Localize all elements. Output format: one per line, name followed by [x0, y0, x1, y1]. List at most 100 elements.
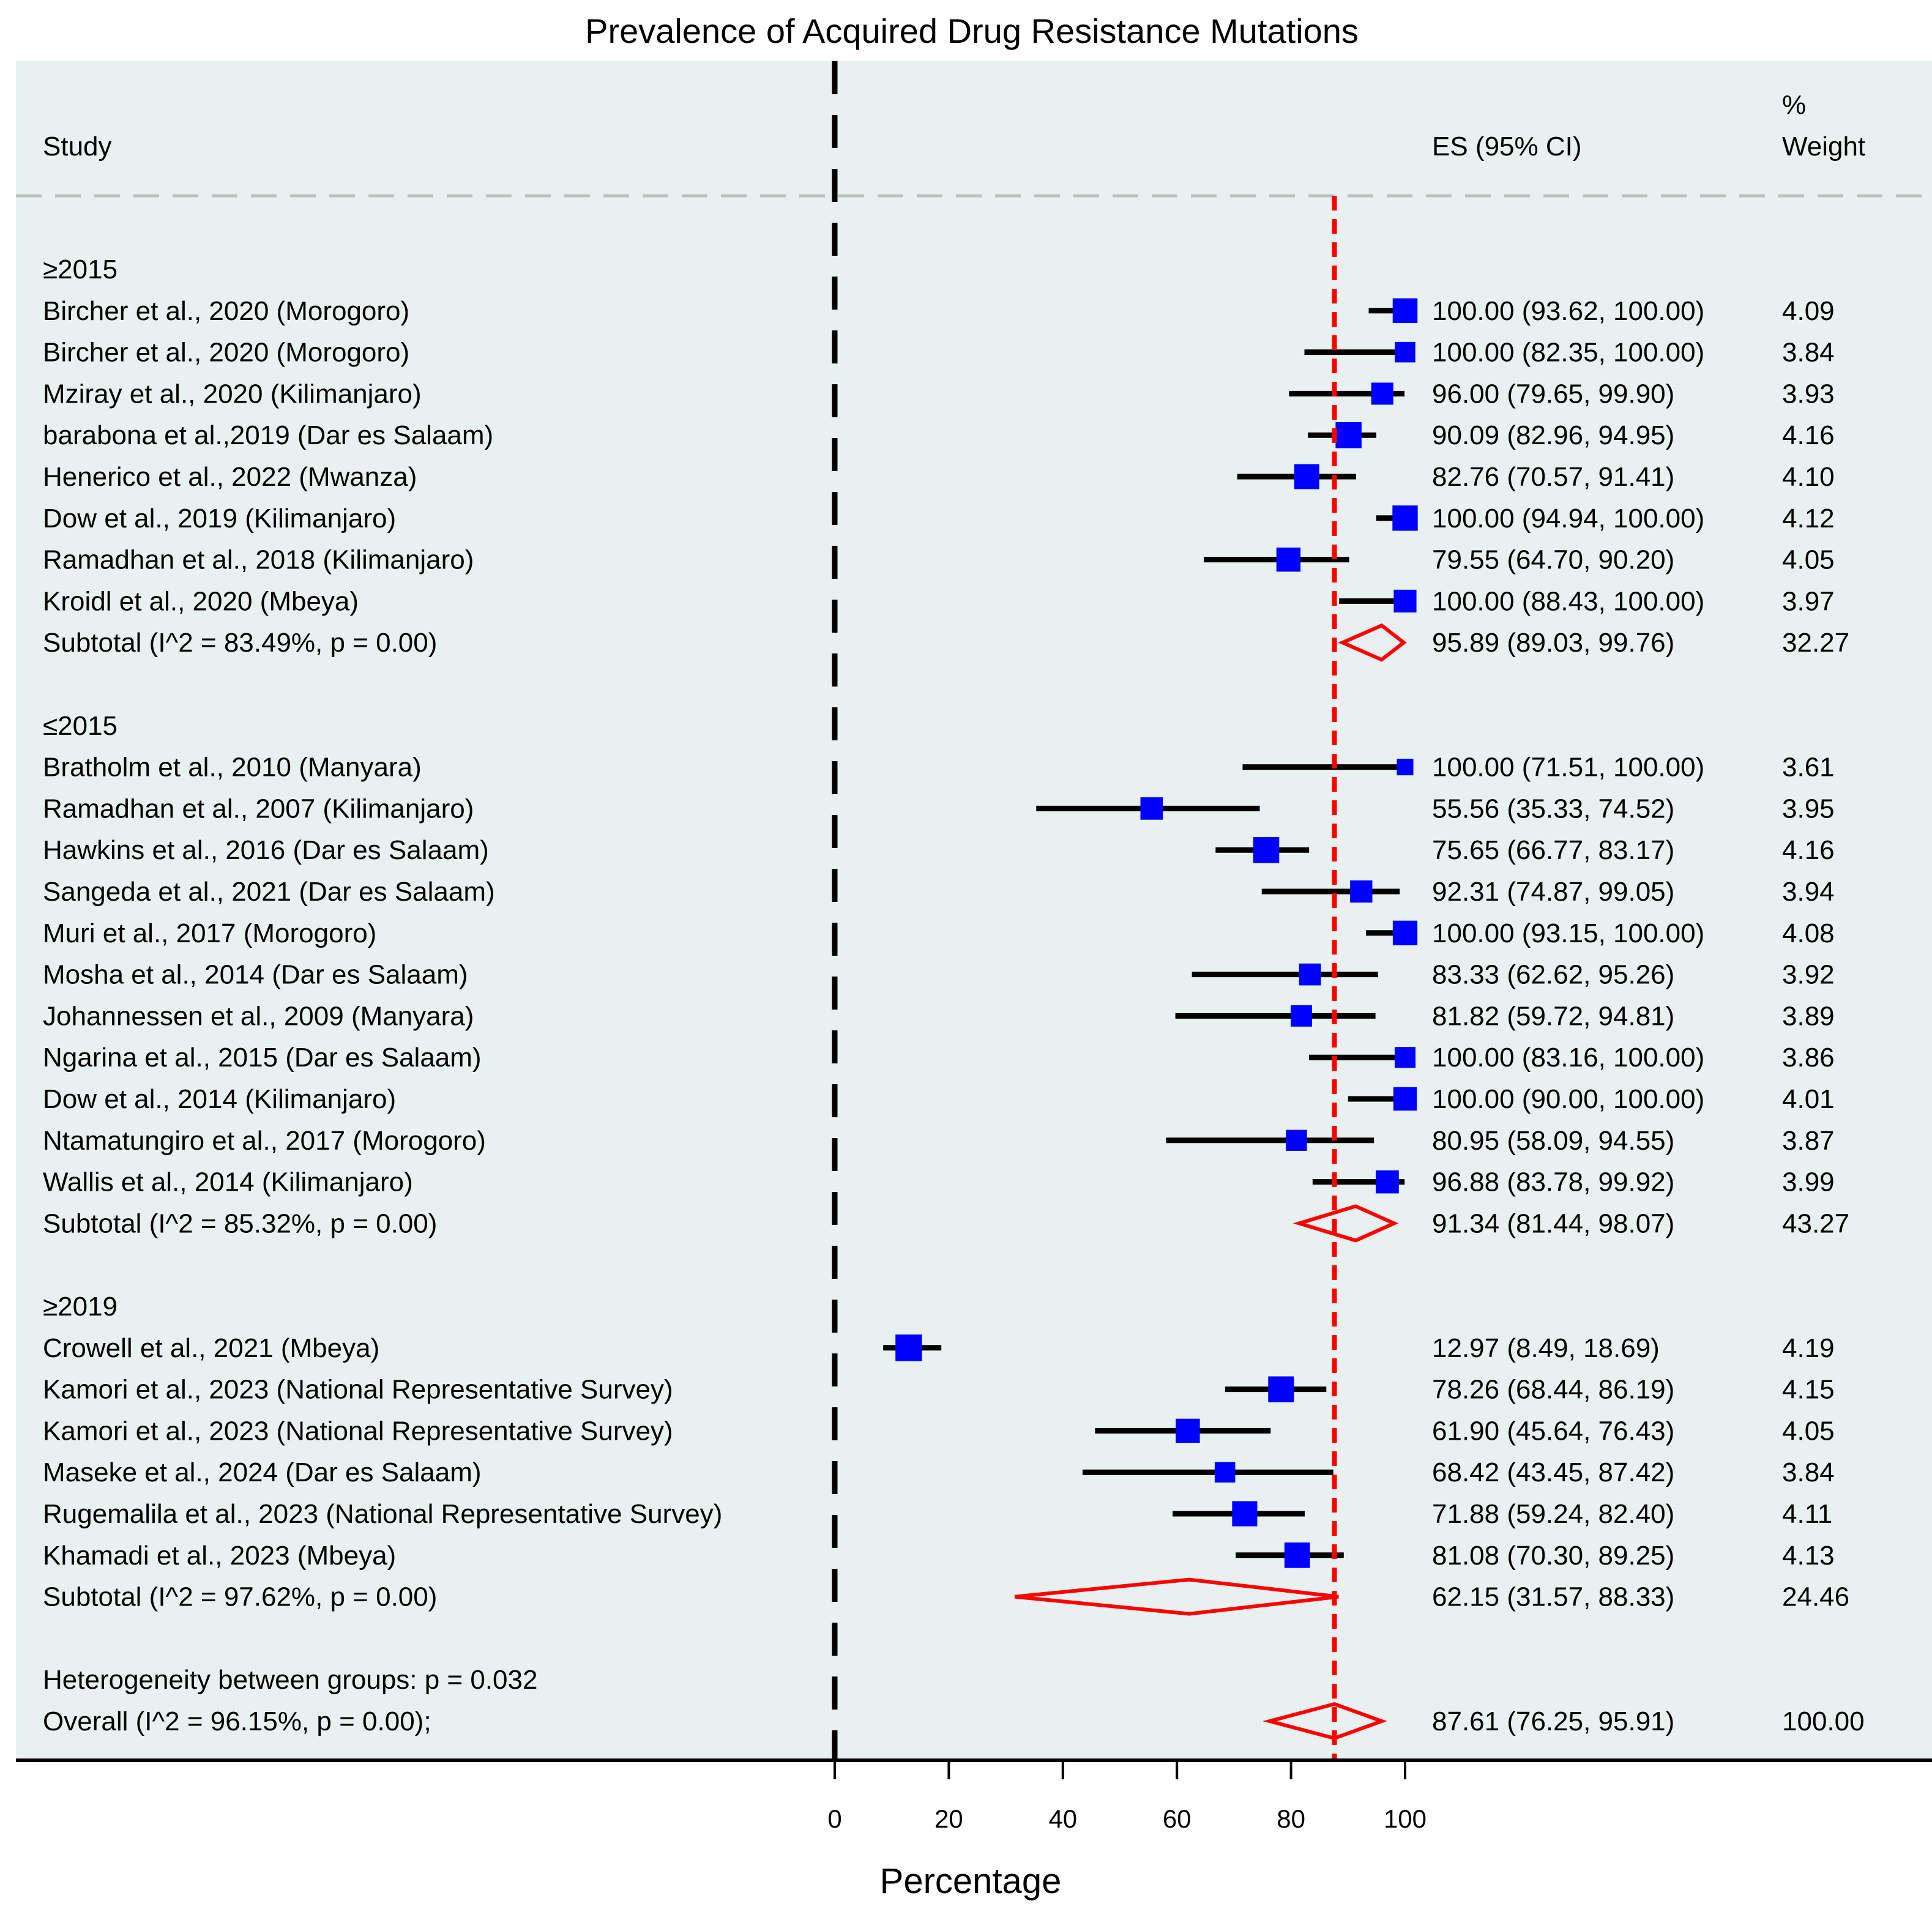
- subtotal-es: 95.89 (89.03, 99.76): [1432, 628, 1674, 658]
- study-es: 100.00 (94.94, 100.00): [1432, 504, 1704, 534]
- study-weight: 3.92: [1782, 960, 1835, 990]
- study-weight: 3.84: [1782, 338, 1835, 368]
- subtotal-label: Subtotal (I^2 = 97.62%, p = 0.00): [43, 1582, 437, 1612]
- study-marker: [1286, 1129, 1307, 1151]
- study-marker: [1376, 1170, 1399, 1194]
- heterogeneity-label: Heterogeneity between groups: p = 0.032: [43, 1665, 537, 1695]
- overall-weight: 100.00: [1782, 1706, 1865, 1736]
- study-marker: [1253, 836, 1280, 863]
- study-weight: 3.97: [1782, 586, 1835, 616]
- study-marker: [1394, 1047, 1416, 1068]
- subtotal-weight: 24.46: [1782, 1582, 1849, 1612]
- study-es: 68.42 (43.45, 87.42): [1432, 1457, 1674, 1487]
- header-weight: Weight: [1782, 132, 1865, 162]
- study-weight: 4.16: [1782, 420, 1835, 450]
- study-label: Bratholm et al., 2010 (Manyara): [43, 753, 422, 783]
- study-es: 61.90 (45.64, 76.43): [1432, 1416, 1674, 1446]
- study-es: 100.00 (71.51, 100.00): [1432, 753, 1704, 783]
- subtotal-weight: 43.27: [1782, 1208, 1849, 1238]
- study-label: Ntamatungiro et al., 2017 (Morogoro): [43, 1126, 486, 1156]
- plot-panel: [16, 61, 1932, 1760]
- study-weight: 4.01: [1782, 1084, 1835, 1114]
- study-es: 100.00 (93.15, 100.00): [1432, 918, 1704, 948]
- study-weight: 3.94: [1782, 877, 1835, 907]
- study-rows: ≥2015 Bircher et al., 2020 (Morogoro) 100.…: [43, 61, 1865, 1760]
- study-marker: [1291, 1005, 1313, 1027]
- study-marker: [1392, 505, 1418, 531]
- study-weight: 4.13: [1782, 1541, 1835, 1571]
- x-tick-label: 60: [1163, 1804, 1192, 1833]
- subtotal-es: 91.34 (81.44, 98.07): [1432, 1208, 1674, 1238]
- study-es: 79.55 (64.70, 90.20): [1432, 545, 1674, 575]
- study-weight: 4.08: [1782, 918, 1835, 948]
- x-tick-label: 0: [827, 1804, 841, 1833]
- study-weight: 3.87: [1782, 1126, 1835, 1156]
- study-label: barabona et al.,2019 (Dar es Salaam): [43, 420, 493, 450]
- x-tick-label: 40: [1048, 1804, 1077, 1833]
- header-weight-percent: %: [1782, 90, 1806, 120]
- study-es: 81.82 (59.72, 94.81): [1432, 1001, 1674, 1031]
- study-label: Dow et al., 2019 (Kilimanjaro): [43, 504, 396, 534]
- study-label: Rugemalila et al., 2023 (National Repres…: [43, 1499, 722, 1529]
- study-marker: [1393, 589, 1417, 612]
- study-label: Khamadi et al., 2023 (Mbeya): [43, 1541, 396, 1571]
- study-weight: 3.93: [1782, 379, 1835, 409]
- study-label: Dow et al., 2014 (Kilimanjaro): [43, 1084, 396, 1114]
- overall-label: Overall (I^2 = 96.15%, p = 0.00);: [43, 1706, 431, 1736]
- study-es: 71.88 (59.24, 82.40): [1432, 1499, 1674, 1529]
- study-label: Ramadhan et al., 2018 (Kilimanjaro): [43, 545, 474, 575]
- study-label: Ramadhan et al., 2007 (Kilimanjaro): [43, 794, 474, 824]
- study-label: Muri et al., 2017 (Morogoro): [43, 918, 376, 948]
- study-weight: 4.19: [1782, 1333, 1835, 1363]
- x-axis-label: Percentage: [880, 1861, 1062, 1901]
- chart-title: Prevalence of Acquired Drug Resistance M…: [585, 12, 1359, 50]
- x-tick-label: 20: [934, 1804, 963, 1833]
- subtotal-label: Subtotal (I^2 = 85.32%, p = 0.00): [43, 1208, 437, 1238]
- study-marker: [1393, 1087, 1417, 1111]
- study-label: Kamori et al., 2023 (National Representa…: [43, 1416, 673, 1446]
- subtotal-es: 62.15 (31.57, 88.33): [1432, 1582, 1674, 1612]
- study-es: 100.00 (88.43, 100.00): [1432, 586, 1704, 616]
- study-weight: 3.86: [1782, 1043, 1835, 1073]
- study-marker: [1284, 1542, 1310, 1568]
- study-weight: 4.09: [1782, 296, 1835, 326]
- study-weight: 4.05: [1782, 545, 1835, 575]
- study-label: Kroidl et al., 2020 (Mbeya): [43, 586, 359, 616]
- subtotal-diamond: [1338, 623, 1407, 662]
- study-es: 75.65 (66.77, 83.17): [1432, 835, 1674, 865]
- study-weight: 4.15: [1782, 1375, 1835, 1405]
- subtotal-weight: 32.27: [1782, 628, 1849, 658]
- study-es: 80.95 (58.09, 94.55): [1432, 1126, 1674, 1156]
- study-marker: [1140, 797, 1163, 820]
- study-es: 83.33 (62.62, 95.26): [1432, 960, 1674, 990]
- study-es: 55.56 (35.33, 74.52): [1432, 794, 1674, 824]
- study-es: 81.08 (70.30, 89.25): [1432, 1541, 1674, 1571]
- study-label: Wallis et al., 2014 (Kilimanjaro): [43, 1167, 413, 1197]
- study-weight: 4.11: [1782, 1499, 1832, 1529]
- study-es: 78.26 (68.44, 86.19): [1432, 1375, 1674, 1405]
- study-marker: [1395, 341, 1415, 363]
- header-es: ES (95% CI): [1432, 132, 1582, 162]
- study-marker: [895, 1334, 922, 1361]
- study-es: 96.00 (79.65, 99.90): [1432, 379, 1674, 409]
- study-weight: 3.84: [1782, 1457, 1835, 1487]
- group-label: ≥2015: [43, 255, 117, 285]
- study-label: Crowell et al., 2021 (Mbeya): [43, 1333, 379, 1363]
- study-label: Sangeda et al., 2021 (Dar es Salaam): [43, 877, 495, 907]
- study-label: Bircher et al., 2020 (Morogoro): [43, 338, 409, 368]
- study-es: 100.00 (83.16, 100.00): [1432, 1043, 1704, 1073]
- study-marker: [1371, 382, 1393, 405]
- overall-diamond: [1262, 1702, 1387, 1741]
- study-label: Bircher et al., 2020 (Morogoro): [43, 296, 409, 326]
- study-marker: [1294, 464, 1319, 489]
- study-weight: 4.12: [1782, 504, 1835, 534]
- study-weight: 4.05: [1782, 1416, 1835, 1446]
- x-tick-label: 80: [1277, 1804, 1305, 1833]
- study-label: Henerico et al., 2022 (Mwanza): [43, 462, 417, 492]
- study-es: 92.31 (74.87, 99.05): [1432, 877, 1674, 907]
- study-marker: [1268, 1376, 1294, 1402]
- study-label: Maseke et al., 2024 (Dar es Salaam): [43, 1457, 482, 1487]
- study-es: 100.00 (93.62, 100.00): [1432, 296, 1704, 326]
- study-es: 96.88 (83.78, 99.92): [1432, 1167, 1674, 1197]
